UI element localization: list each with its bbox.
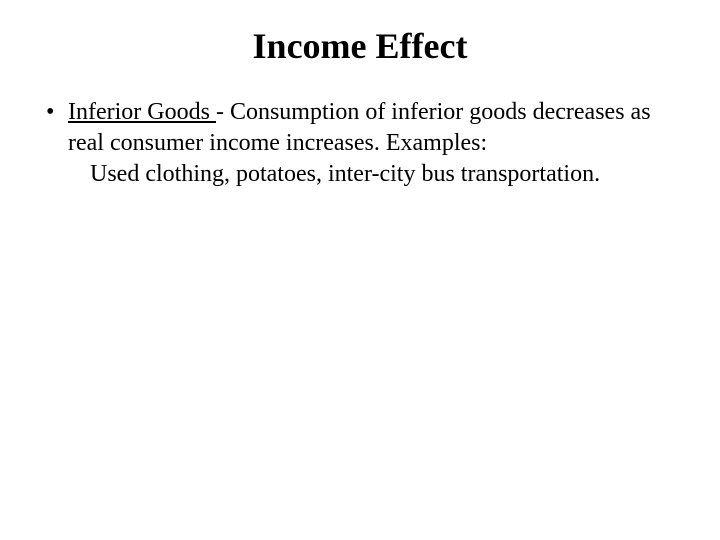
slide-container: Income Effect • Inferior Goods - Consump… bbox=[0, 0, 720, 540]
examples-text: Used clothing, potatoes, inter-city bus … bbox=[68, 159, 680, 190]
slide-title: Income Effect bbox=[40, 25, 680, 67]
bullet-item: • Inferior Goods - Consumption of inferi… bbox=[40, 97, 680, 191]
term-underlined: Inferior Goods bbox=[68, 99, 216, 125]
bullet-list: • Inferior Goods - Consumption of inferi… bbox=[40, 97, 680, 191]
bullet-marker: • bbox=[46, 97, 54, 128]
